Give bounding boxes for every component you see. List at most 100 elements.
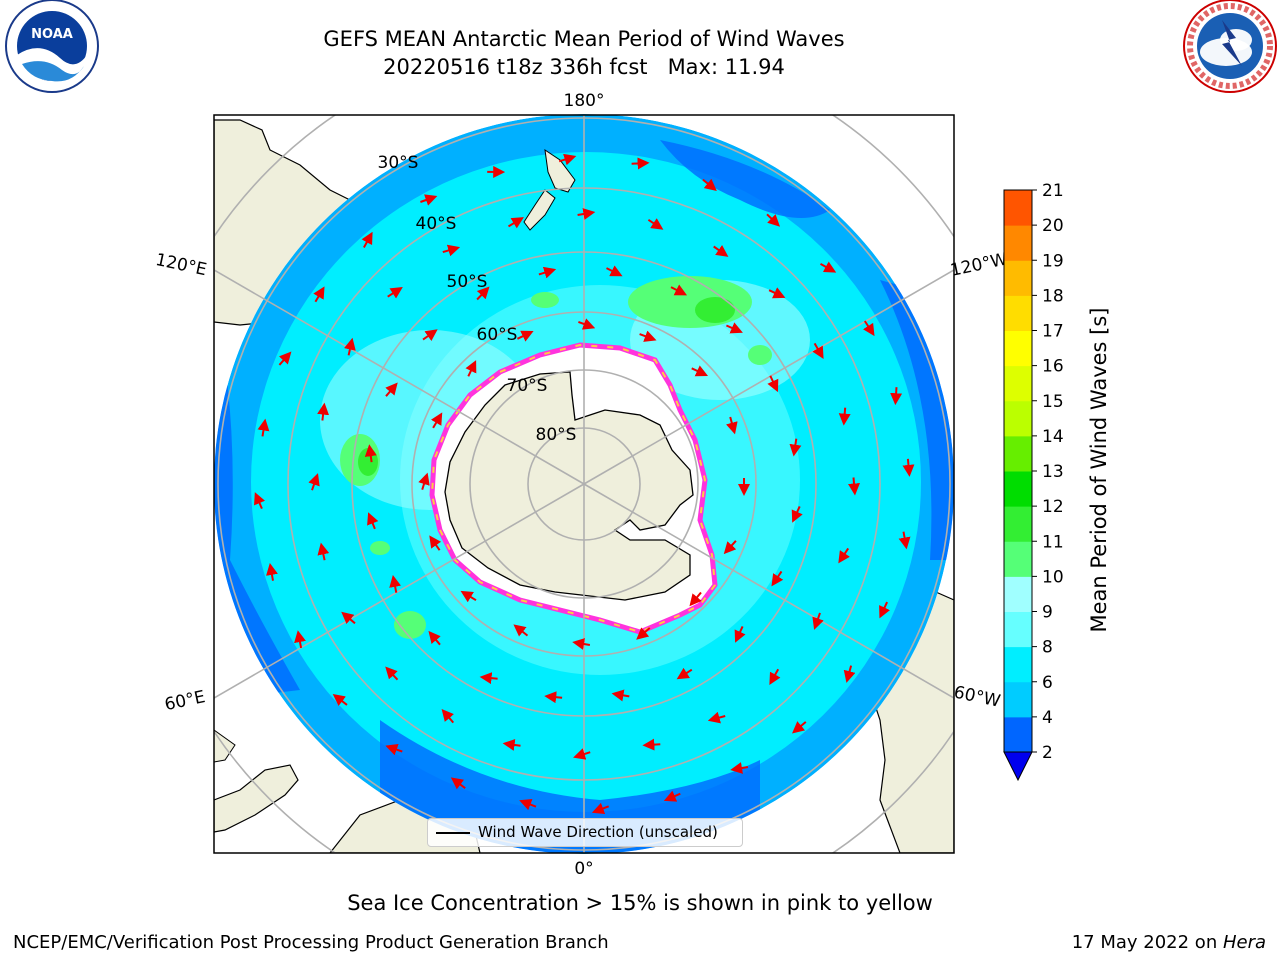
sea-ice-note: Sea Ice Concentration > 15% is shown in … [347, 891, 933, 915]
map-legend: Wind Wave Direction (unscaled) [427, 818, 743, 847]
colorbar-segment [1004, 541, 1032, 577]
wave-direction-arrow [890, 387, 903, 406]
lat-label-40s: 40°S [416, 214, 457, 234]
wind-wave-arrows [254, 153, 915, 815]
wave-direction-arrow [385, 743, 403, 756]
colorbar-tick-label: 8 [1042, 638, 1053, 658]
wave-direction-arrow [479, 672, 498, 685]
wave-direction-arrow [385, 382, 398, 397]
colorbar-label: Mean Period of Wind Waves [s] [1087, 308, 1111, 633]
colorbar-tick-label: 20 [1042, 216, 1064, 236]
colorbar-tick-label: 11 [1042, 532, 1064, 552]
wave-direction-arrow [812, 612, 824, 630]
wave-direction-arrow [450, 777, 466, 790]
wave-direction-arrow [611, 689, 630, 702]
colorbar-extend-arrow [1003, 751, 1033, 782]
colorbar-tick-label: 4 [1042, 708, 1053, 728]
wave-direction-arrow [766, 213, 781, 227]
legend-line-swatch [436, 832, 470, 834]
wave-direction-arrow [519, 798, 537, 811]
colorbar-segment [1004, 506, 1032, 542]
wave-direction-arrow [663, 790, 681, 802]
wave-direction-arrow [768, 287, 786, 299]
colorbar: 2 4 6 8 9 10 11 12 13 14 15 16 17 18 19 20 21 [1003, 181, 1064, 782]
wave-direction-arrow [341, 611, 356, 625]
wave-direction-arrow [430, 412, 443, 429]
wave-direction-arrow [441, 708, 455, 724]
wave-direction-arrow [848, 477, 860, 496]
lat-label-50s: 50°S [447, 272, 488, 292]
wave-direction-arrow [544, 691, 563, 704]
wave-direction-arrow [558, 153, 577, 166]
wave-direction-arrow [516, 330, 534, 342]
wave-direction-arrow [572, 638, 591, 650]
wave-direction-arrow [513, 624, 529, 637]
wave-direction-arrow [642, 738, 661, 751]
lat-label-70s: 70°S [507, 376, 548, 396]
wave-direction-arrow [361, 231, 373, 248]
lon-label-180: 180° [564, 91, 605, 111]
wave-direction-arrow [577, 208, 596, 220]
wave-direction-arrow [713, 245, 729, 257]
wave-direction-arrow [420, 194, 438, 206]
colorbar-segment [1004, 716, 1032, 753]
map-title: GEFS MEAN Antarctic Mean Period of Wind … [323, 27, 845, 51]
wave-direction-arrow [730, 762, 749, 774]
lon-label-120e: 120°E [154, 250, 209, 280]
wave-direction-arrow [429, 535, 442, 551]
map-subtitle-forecast: 20220516 t18z 336h fcst Max: 11.94 [383, 55, 785, 79]
graticule [214, 115, 954, 853]
wave-direction-arrow [313, 286, 325, 303]
wave-direction-arrow [538, 266, 557, 279]
colorbar-tick-label: 13 [1042, 462, 1064, 482]
lon-label-60w: 60°W [952, 682, 1002, 711]
lat-label-80s: 80°S [536, 425, 577, 445]
svg-text:NOAA: NOAA [31, 27, 73, 42]
wave-direction-arrow [578, 318, 596, 330]
wave-direction-arrow [670, 284, 688, 296]
colorbar-segment [1004, 190, 1032, 226]
nws-logo [1183, 0, 1277, 93]
wave-direction-arrow [254, 492, 266, 509]
wave-direction-arrow [863, 320, 875, 337]
wave-direction-arrow [460, 590, 477, 603]
wave-direction-arrow [769, 668, 781, 686]
colorbar-segment [1004, 400, 1032, 437]
lat-label-30s: 30°S [378, 153, 419, 173]
colorbar-segment [1004, 471, 1032, 507]
colorbar-tick-label: 2 [1042, 743, 1053, 763]
wave-direction-arrow [418, 472, 430, 491]
wave-direction-arrow [502, 738, 521, 751]
wave-direction-arrow [332, 693, 348, 707]
wave-direction-arrow [789, 438, 802, 457]
wave-direction-arrow [707, 711, 726, 724]
wave-direction-arrow [364, 444, 377, 463]
wave-direction-arrow [442, 244, 461, 257]
wave-direction-arrow [767, 375, 779, 393]
colorbar-tick-label: 18 [1042, 286, 1064, 306]
wave-direction-arrow [898, 531, 911, 550]
wave-direction-arrow [843, 665, 856, 683]
lon-label-120w: 120°W [949, 249, 1010, 281]
colorbar-tick-label: 14 [1042, 427, 1064, 447]
colorbar-tick-label: 12 [1042, 497, 1064, 517]
wave-direction-arrow [791, 721, 807, 734]
lon-label-60e: 60°E [163, 687, 207, 715]
wave-direction-arrow [465, 360, 477, 377]
wave-direction-arrow [647, 218, 664, 230]
wave-direction-arrow [702, 178, 717, 191]
lon-label-0: 0° [574, 859, 593, 879]
wave-direction-arrow [591, 802, 610, 815]
legend-label: Wind Wave Direction (unscaled) [478, 823, 718, 841]
colorbar-tick-label: 17 [1042, 322, 1064, 342]
wave-direction-arrow [428, 630, 441, 646]
wave-direction-arrow [639, 330, 657, 342]
lat-label-60s: 60°S [477, 325, 518, 345]
colorbar-segment [1004, 576, 1032, 612]
wave-direction-arrow [422, 329, 438, 342]
wave-direction-arrow [266, 562, 278, 581]
colorbar-tick-label: 15 [1042, 392, 1064, 412]
wave-direction-arrow [812, 342, 824, 359]
wave-direction-arrow [691, 365, 709, 377]
